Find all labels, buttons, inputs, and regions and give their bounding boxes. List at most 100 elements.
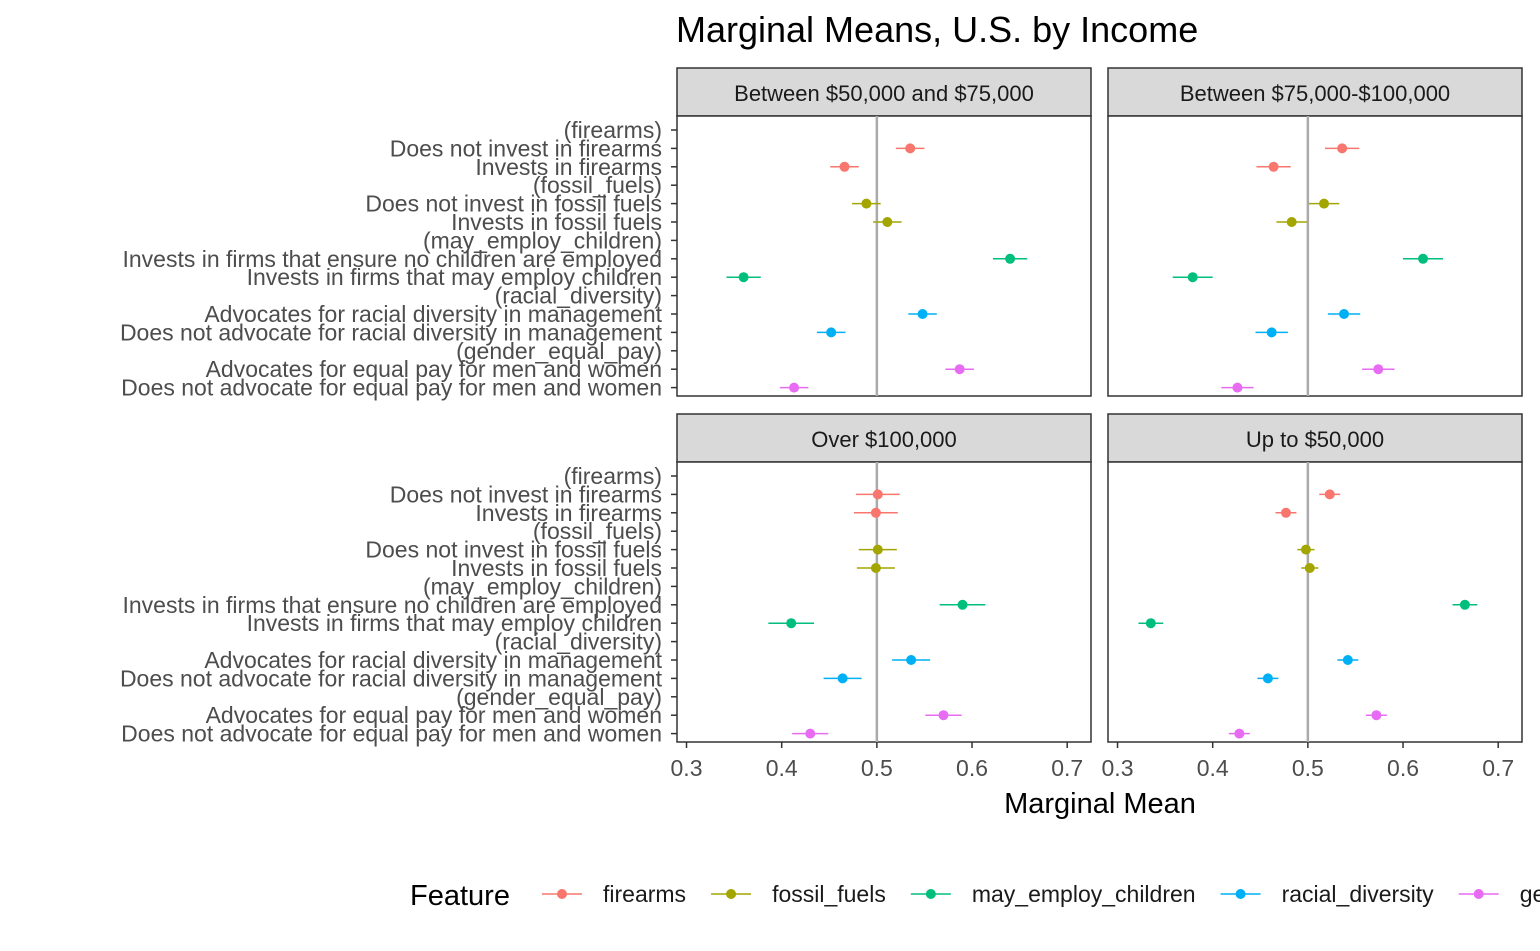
y-tick-label: Does not invest in fossil fuels [365, 537, 662, 563]
panel-border [676, 115, 1092, 397]
data-point [1262, 673, 1273, 684]
data-point [839, 161, 850, 172]
data-point [1459, 599, 1470, 610]
legend-label: may_employ_children [972, 881, 1196, 907]
data-point [1418, 253, 1429, 264]
data-point [1371, 710, 1382, 721]
x-tick-label: 0.7 [1051, 755, 1083, 781]
legend-title: Feature [410, 880, 510, 912]
x-tick-label: 0.7 [1482, 755, 1514, 781]
legend-item: firearms [542, 881, 686, 907]
y-tick-label: Invests in firearms [475, 154, 662, 180]
data-point [872, 489, 883, 500]
data-point [826, 327, 837, 338]
data-point [1268, 161, 1279, 172]
data-point [938, 710, 949, 721]
y-tick-label: Invests in fossil fuels [451, 209, 662, 235]
data-point [1145, 618, 1156, 629]
data-point [738, 272, 749, 283]
facet-panels: Between $50,000 and $75,000(firearms)Doe… [120, 67, 1523, 781]
facet-strip [676, 67, 1092, 117]
data-point [1337, 143, 1348, 154]
legend-key-point [1235, 889, 1246, 899]
data-point [805, 728, 816, 739]
data-point [1280, 507, 1291, 518]
data-point [789, 382, 800, 393]
y-tick-label: Does not advocate for equal pay for men … [121, 721, 662, 747]
y-tick-label: (racial_diversity) [495, 283, 662, 309]
y-tick-label: (fossil_fuels) [533, 518, 662, 544]
data-point [1324, 489, 1335, 500]
x-tick-label: 0.3 [671, 755, 703, 781]
x-tick-label: 0.6 [956, 755, 988, 781]
data-point [1319, 198, 1330, 209]
facet-panel: Between $50,000 and $75,000(firearms)Doe… [120, 67, 1092, 401]
chart-title: Marginal Means, U.S. by Income [676, 9, 1198, 50]
legend-label: fossil_fuels [772, 881, 886, 907]
data-point [1232, 382, 1243, 393]
data-point [786, 618, 797, 629]
data-point [1339, 309, 1350, 319]
data-point [870, 563, 881, 573]
y-tick-label: Advocates for equal pay for men and wome… [206, 356, 662, 382]
x-axis-title: Marginal Mean [1004, 788, 1196, 820]
facet-strip [1107, 67, 1523, 117]
x-tick-label: 0.4 [766, 755, 798, 781]
legend-key-point [1473, 889, 1484, 899]
data-point [906, 655, 917, 665]
panel-border [1107, 461, 1523, 743]
y-tick-label: (fossil_fuels) [533, 172, 662, 198]
y-tick-label: (may_employ_children) [423, 573, 662, 599]
data-point [1286, 217, 1297, 227]
y-tick-label: Advocates for equal pay for men and wome… [206, 702, 662, 728]
legend-item: gender_equal_pay [1458, 881, 1540, 907]
data-point [872, 544, 883, 555]
legend-label: gender_equal_pay [1520, 881, 1540, 907]
y-tick-label: Does not invest in fossil fuels [365, 191, 662, 217]
panel-border [1107, 115, 1523, 397]
y-tick-label: Invests in firms that ensure no children… [123, 592, 663, 618]
facet-strip-label: Between $75,000-$100,000 [1180, 81, 1450, 106]
facet-panel: Over $100,000 (firearms) Does not invest i… [120, 413, 1092, 781]
x-tick-label: 0.5 [861, 755, 893, 781]
data-point [957, 599, 968, 610]
data-point [1234, 728, 1245, 739]
y-tick-label: Advocates for racial diversity in manage… [204, 301, 662, 327]
x-tick-label: 0.4 [1197, 755, 1229, 781]
legend-key-point [925, 889, 936, 899]
x-tick-label: 0.3 [1102, 755, 1134, 781]
y-tick-label: Does not advocate for racial diversity i… [120, 319, 663, 345]
legend-label: racial_diversity [1282, 881, 1435, 907]
legend-label: firearms [603, 881, 686, 907]
data-point [1342, 655, 1353, 665]
data-point [1005, 253, 1016, 264]
data-point [882, 217, 893, 227]
facet-strip-label: Between $50,000 and $75,000 [734, 81, 1034, 106]
y-tick-label: (racial_diversity) [495, 629, 662, 655]
data-point [870, 507, 881, 518]
y-tick-label: Does not advocate for equal pay for men … [121, 375, 662, 401]
y-tick-label: (gender_equal_pay) [456, 684, 662, 710]
facet-strip-label: Over $100,000 [811, 427, 957, 452]
data-point [1300, 544, 1311, 555]
y-tick-label: Invests in firms that may employ childre… [247, 610, 662, 636]
y-tick-label: (firearms) [564, 463, 662, 489]
x-tick-label: 0.5 [1292, 755, 1324, 781]
legend: Feature firearms fossil_fuels may_employ_ch… [410, 880, 1540, 912]
facet-strip [1107, 413, 1523, 463]
data-point [837, 673, 848, 684]
y-tick-label: (firearms) [564, 117, 662, 143]
y-tick-label: Does not invest in firearms [390, 135, 662, 161]
y-tick-label: Does not advocate for racial diversity i… [120, 665, 663, 691]
panel-border [676, 461, 1092, 743]
data-point [954, 364, 965, 375]
facet-panel: Between $75,000-$100,000 [1107, 67, 1523, 397]
legend-item: racial_diversity [1220, 881, 1435, 907]
data-point [861, 198, 872, 209]
facet-strip-label: Up to $50,000 [1246, 427, 1384, 452]
data-point [917, 309, 928, 319]
x-tick-label: 0.6 [1387, 755, 1419, 781]
legend-key-point [726, 889, 737, 899]
legend-item: may_employ_children [910, 881, 1196, 907]
facet-panel: Up to $50,000 0.3 0.4 0.5 0.6 0.7 [1102, 413, 1523, 781]
